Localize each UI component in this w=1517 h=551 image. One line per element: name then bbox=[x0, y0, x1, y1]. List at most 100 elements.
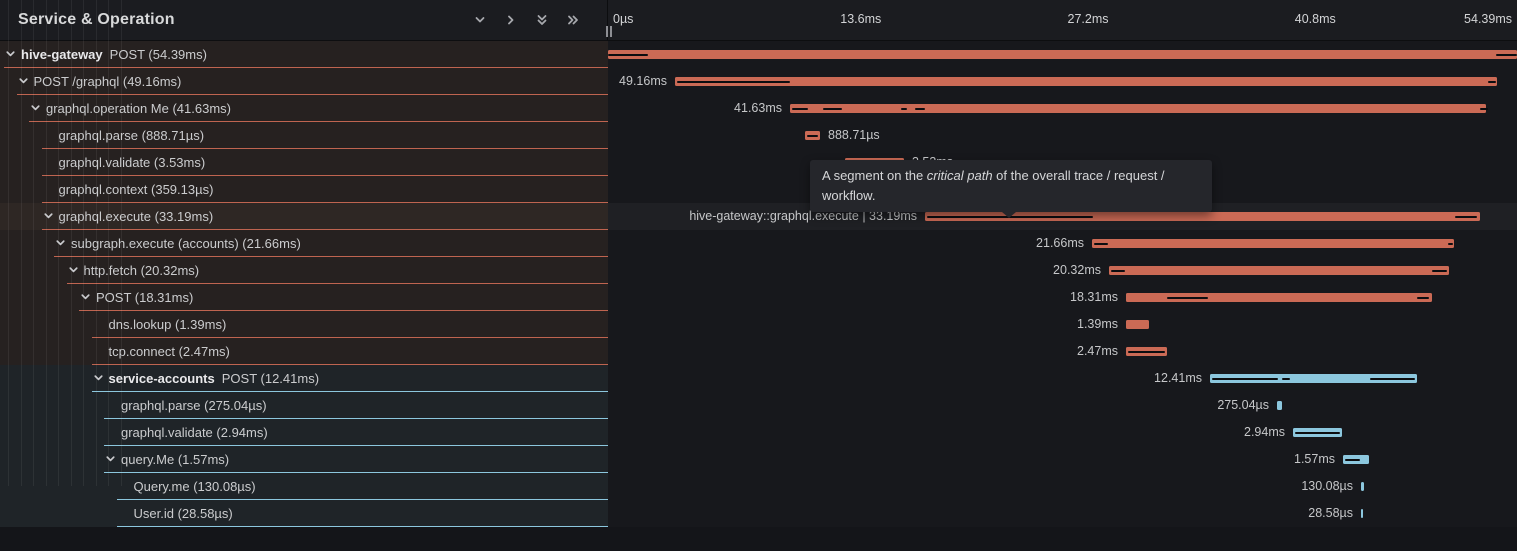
chevron-down-icon[interactable] bbox=[54, 237, 67, 250]
span-tree-row[interactable]: POST (18.31ms) bbox=[0, 284, 608, 311]
axis-tick-label: 0µs bbox=[613, 12, 634, 26]
timeline-row bbox=[608, 41, 1517, 68]
span-label: subgraph.execute (accounts) (21.66ms) bbox=[71, 235, 301, 251]
expand-one-icon[interactable] bbox=[503, 12, 519, 28]
chevron-down-icon[interactable] bbox=[4, 48, 17, 61]
critical-path-tooltip: A segment on the critical path of the ov… bbox=[810, 160, 1212, 218]
span-bar[interactable] bbox=[790, 104, 1486, 113]
timeline-row: 21.66ms bbox=[608, 230, 1517, 257]
span-tree-row[interactable]: graphql.execute (33.19ms) bbox=[0, 203, 608, 230]
duration-label: 12.41ms bbox=[1154, 371, 1202, 385]
collapse-all-icon[interactable] bbox=[534, 12, 550, 28]
axis-tick-label: 27.2ms bbox=[1067, 12, 1109, 26]
span-bar[interactable] bbox=[1126, 347, 1167, 356]
chevron-down-icon[interactable] bbox=[79, 291, 92, 304]
span-tree-row[interactable]: User.id (28.58µs) bbox=[0, 500, 608, 527]
service-name: hive-gateway bbox=[21, 46, 103, 62]
span-tree-row[interactable]: http.fetch (20.32ms) bbox=[0, 257, 608, 284]
tooltip-text-prefix: A segment on the bbox=[822, 168, 927, 183]
duration-label: hive-gateway::graphql.execute | 33.19ms bbox=[689, 209, 917, 223]
span-bar[interactable] bbox=[1293, 428, 1342, 437]
span-bar[interactable] bbox=[1126, 320, 1149, 329]
span-tree-row[interactable]: query.Me (1.57ms) bbox=[0, 446, 608, 473]
trace-header: Service & Operation 0µs 13.6ms 27.2ms 40.8m… bbox=[0, 0, 1517, 41]
timeline-row: 130.08µs bbox=[608, 473, 1517, 500]
duration-label: 1.39ms bbox=[1077, 317, 1118, 331]
span-bar[interactable] bbox=[1126, 293, 1432, 302]
chevron-down-icon[interactable] bbox=[67, 264, 80, 277]
timeline-row: 20.32ms bbox=[608, 257, 1517, 284]
timeline-row: 275.04µs bbox=[608, 392, 1517, 419]
span-bar[interactable] bbox=[608, 50, 1517, 59]
span-tree-row[interactable]: graphql.parse (888.71µs) bbox=[0, 122, 608, 149]
span-label: http.fetch (20.32ms) bbox=[83, 262, 200, 278]
timeline-axis: 0µs 13.6ms 27.2ms 40.8ms 54.39ms bbox=[608, 0, 1517, 40]
span-tree-row[interactable]: service-accounts POST (12.41ms) bbox=[0, 365, 608, 392]
service-operation-header: Service & Operation bbox=[0, 0, 608, 40]
span-tree-row[interactable]: dns.lookup (1.39ms) bbox=[0, 311, 608, 338]
span-label: query.Me (1.57ms) bbox=[121, 451, 230, 467]
collapse-one-icon[interactable] bbox=[472, 12, 488, 28]
span-label: service-accounts POST (12.41ms) bbox=[108, 370, 320, 386]
span-label: POST /graphql (49.16ms) bbox=[33, 73, 182, 89]
service-name: service-accounts bbox=[108, 370, 215, 386]
tooltip-arrow bbox=[1002, 212, 1016, 218]
duration-label: 49.16ms bbox=[619, 74, 667, 88]
span-label: graphql.operation Me (41.63ms) bbox=[46, 100, 231, 116]
axis-tick-label: 40.8ms bbox=[1294, 12, 1336, 26]
span-tree-row[interactable]: graphql.validate (3.53ms) bbox=[0, 149, 608, 176]
span-tree-row[interactable]: graphql.context (359.13µs) bbox=[0, 176, 608, 203]
span-bar[interactable] bbox=[1092, 239, 1454, 248]
duration-label: 41.63ms bbox=[734, 101, 782, 115]
timeline-row: 41.63ms bbox=[608, 95, 1517, 122]
duration-label: 275.04µs bbox=[1217, 398, 1269, 412]
span-tree-row[interactable]: graphql.operation Me (41.63ms) bbox=[0, 95, 608, 122]
chevron-down-icon[interactable] bbox=[42, 210, 55, 223]
timeline-row: 1.57ms bbox=[608, 446, 1517, 473]
axis-tick-label: 13.6ms bbox=[840, 12, 882, 26]
timeline-row: 1.39ms bbox=[608, 311, 1517, 338]
timeline-row: 28.58µs bbox=[608, 500, 1517, 527]
chevron-down-icon[interactable] bbox=[17, 75, 30, 88]
tooltip-text-emphasis: critical path bbox=[926, 168, 993, 183]
span-label: graphql.validate (3.53ms) bbox=[58, 154, 206, 170]
span-label: tcp.connect (2.47ms) bbox=[108, 343, 230, 359]
span-bar[interactable] bbox=[1343, 455, 1369, 464]
duration-label: 18.31ms bbox=[1070, 290, 1118, 304]
timeline-row: 2.47ms bbox=[608, 338, 1517, 365]
span-tree-row[interactable]: tcp.connect (2.47ms) bbox=[0, 338, 608, 365]
span-bar[interactable] bbox=[925, 212, 1480, 221]
span-tree-row[interactable]: graphql.validate (2.94ms) bbox=[0, 419, 608, 446]
span-bar[interactable] bbox=[675, 77, 1497, 86]
duration-label: 28.58µs bbox=[1308, 506, 1353, 520]
page-title: Service & Operation bbox=[18, 11, 175, 28]
span-label: Query.me (130.08µs) bbox=[133, 478, 256, 494]
chevron-down-icon[interactable] bbox=[92, 372, 105, 385]
timeline-row: 2.94ms bbox=[608, 419, 1517, 446]
span-tree-row[interactable]: graphql.parse (275.04µs) bbox=[0, 392, 608, 419]
duration-label: 21.66ms bbox=[1036, 236, 1084, 250]
panel-resize-handle[interactable] bbox=[604, 25, 614, 37]
span-tree-row[interactable]: POST /graphql (49.16ms) bbox=[0, 68, 608, 95]
expand-all-icon[interactable] bbox=[565, 12, 581, 28]
duration-label: 888.71µs bbox=[828, 128, 880, 142]
span-bar[interactable] bbox=[1210, 374, 1417, 383]
timeline-body: 49.16ms41.63ms888.71µs3.53ms359.13µshive… bbox=[608, 41, 1517, 527]
span-label: graphql.parse (888.71µs) bbox=[58, 127, 205, 143]
span-bar[interactable] bbox=[1109, 266, 1449, 275]
chevron-down-icon[interactable] bbox=[104, 453, 117, 466]
span-bar[interactable] bbox=[1361, 482, 1364, 491]
duration-label: 130.08µs bbox=[1301, 479, 1353, 493]
duration-label: 2.94ms bbox=[1244, 425, 1285, 439]
span-label: User.id (28.58µs) bbox=[133, 505, 233, 521]
span-label: graphql.parse (275.04µs) bbox=[121, 397, 267, 413]
chevron-down-icon[interactable] bbox=[29, 102, 42, 115]
span-bar[interactable] bbox=[1277, 401, 1282, 410]
tree-toolbar bbox=[472, 0, 581, 40]
span-tree-row[interactable]: subgraph.execute (accounts) (21.66ms) bbox=[0, 230, 608, 257]
span-bar[interactable] bbox=[1361, 509, 1363, 518]
span-tree-row[interactable]: hive-gateway POST (54.39ms) bbox=[0, 41, 608, 68]
span-bar[interactable] bbox=[805, 131, 820, 140]
timeline-row: 18.31ms bbox=[608, 284, 1517, 311]
span-tree-row[interactable]: Query.me (130.08µs) bbox=[0, 473, 608, 500]
